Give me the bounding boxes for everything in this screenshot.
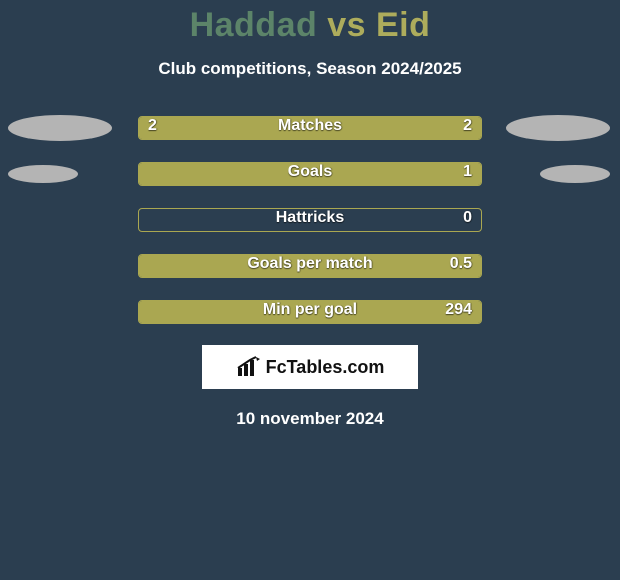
subtitle: Club competitions, Season 2024/2025 — [0, 59, 620, 79]
player1-name: Haddad — [190, 6, 318, 44]
stat-left-value: 2 — [148, 117, 157, 135]
stats-rows: Matches22Goals1Hattricks0Goals per match… — [0, 115, 620, 325]
stat-row: Goals1 — [0, 161, 620, 187]
bar-track — [138, 162, 482, 186]
stat-right-value: 1 — [463, 163, 472, 181]
logo-text: FcTables.com — [266, 357, 385, 378]
bar-left-fill — [139, 117, 310, 139]
left-ellipse — [8, 115, 112, 141]
logo-box: FcTables.com — [202, 345, 418, 389]
barchart-icon — [236, 356, 262, 378]
bar-right-fill — [139, 163, 481, 185]
left-ellipse — [8, 165, 78, 183]
stat-right-value: 2 — [463, 117, 472, 135]
bar-track — [138, 208, 482, 232]
bar-right-fill — [310, 117, 481, 139]
bar-right-fill — [139, 301, 481, 323]
stat-right-value: 0 — [463, 209, 472, 227]
right-ellipse — [506, 115, 610, 141]
bar-track — [138, 300, 482, 324]
bar-track — [138, 116, 482, 140]
vs-text: vs — [327, 6, 366, 44]
stat-right-value: 294 — [445, 301, 472, 319]
right-ellipse — [540, 165, 610, 183]
stat-right-value: 0.5 — [450, 255, 472, 273]
stat-row: Goals per match0.5 — [0, 253, 620, 279]
page-title: Haddad vs Eid — [0, 6, 620, 45]
stat-row: Matches22 — [0, 115, 620, 141]
bar-right-fill — [139, 255, 481, 277]
date-text: 10 november 2024 — [0, 409, 620, 429]
stat-row: Hattricks0 — [0, 207, 620, 233]
player2-name: Eid — [376, 6, 430, 44]
bar-track — [138, 254, 482, 278]
comparison-infographic: Haddad vs Eid Club competitions, Season … — [0, 0, 620, 429]
stat-row: Min per goal294 — [0, 299, 620, 325]
